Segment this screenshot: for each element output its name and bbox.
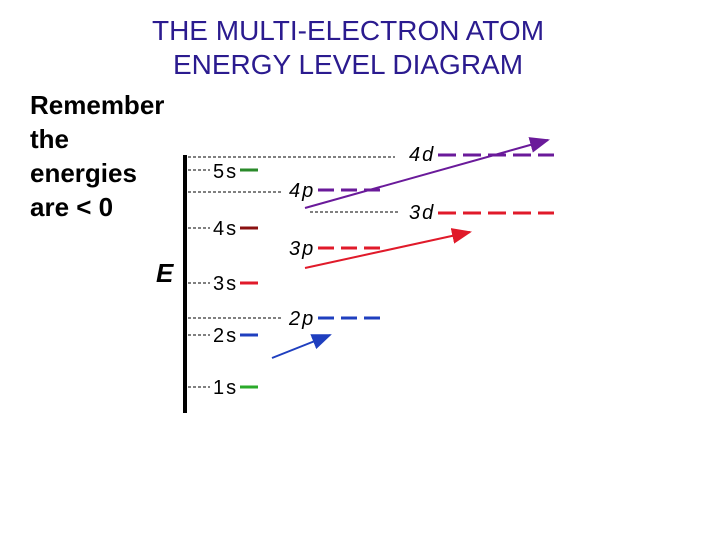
arrow <box>271 334 332 359</box>
title-line: ENERGY LEVEL DIAGRAM <box>173 49 523 80</box>
level-label: 3s <box>213 273 238 295</box>
note-line: the <box>30 124 69 154</box>
level-label: 4p <box>289 180 315 202</box>
axis-label: E <box>156 258 174 288</box>
level-label: 4s <box>213 218 238 240</box>
level-label: 2s <box>213 325 238 347</box>
level-label: 3d <box>409 202 435 224</box>
note-line: energies <box>30 158 137 188</box>
level-label: 4d <box>409 144 435 166</box>
arrow <box>304 228 472 269</box>
note-line: Remember <box>30 90 164 120</box>
level-label: 2p <box>288 308 315 330</box>
level-label: 1s <box>213 377 238 399</box>
level-label: 5s <box>213 161 238 183</box>
arrow <box>304 137 550 209</box>
title-line: THE MULTI-ELECTRON ATOM <box>152 15 544 46</box>
note-line: are < 0 <box>30 192 113 222</box>
level-label: 3p <box>289 238 315 260</box>
